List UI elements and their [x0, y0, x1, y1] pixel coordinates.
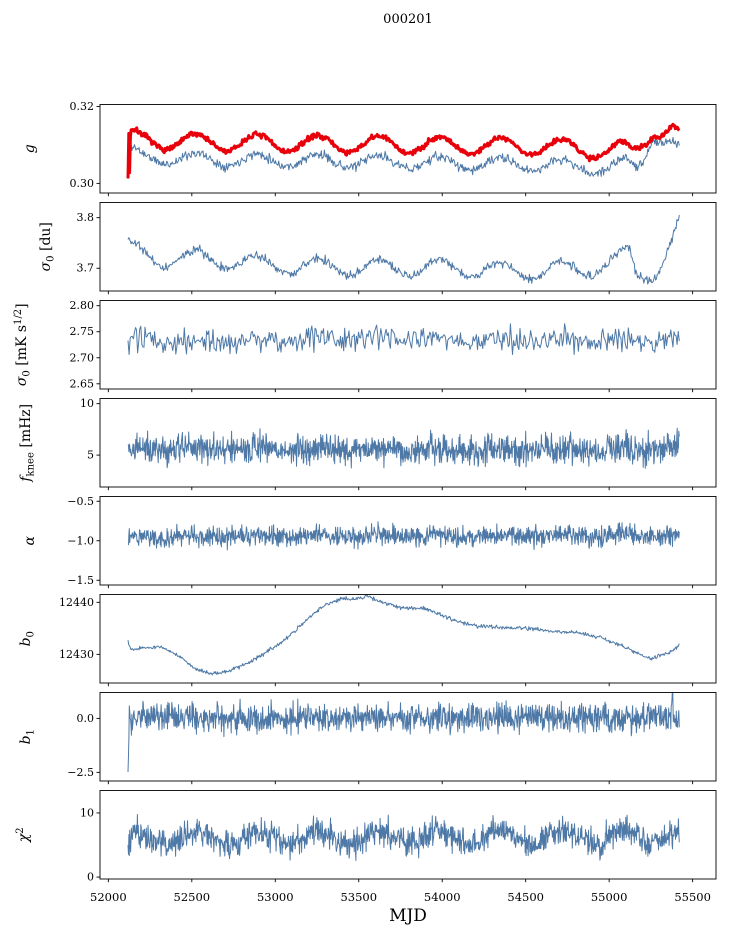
panels-container: 0.32 0.30 g 3.8 3.7 σ0 [du] 2.80 2.75 2.70 2.65 σ0… [0, 100, 729, 908]
y-axis-label-b0: b0 [18, 631, 37, 646]
y-tick-label: 12430 [59, 648, 94, 661]
x-tick-labels: 52000 52500 53000 53500 54000 54500 55000 55500 [90, 890, 711, 904]
panel-g: 0.32 0.30 g [22, 100, 717, 197]
panel-alpha: −0.5 −1.0 −1.5 α [22, 495, 717, 589]
y-axis-label-sigma0-du: σ0 [du] [38, 222, 57, 271]
series-b1 [127, 692, 680, 773]
y-tick-label: −1.0 [67, 534, 94, 547]
x-tick-label: 55000 [591, 890, 628, 904]
y-tick-label: 2.70 [70, 351, 95, 364]
series-gain-smoothed [126, 122, 681, 179]
panel-chi2: 10 0 χ2 [15, 790, 717, 884]
x-tick-label: 53500 [340, 890, 377, 904]
y-axis-label-chi2: χ2 [15, 827, 32, 843]
series-sigma0-du [127, 214, 680, 285]
series-alpha [128, 521, 680, 551]
series-gain-fit [127, 136, 680, 179]
panel-sigma0-mK: 2.80 2.75 2.70 2.65 σ0 [mK s1/2] [13, 299, 717, 393]
y-tick-label: 12440 [59, 596, 94, 609]
figure-title: 000201 [383, 12, 433, 27]
y-tick-label: 2.80 [70, 299, 95, 312]
y-axis-label-fknee: fknee [mHz] [18, 404, 37, 483]
series-sigma0-mK [127, 323, 680, 355]
y-tick-label: 2.75 [70, 325, 95, 338]
y-axis-label-b1: b1 [18, 729, 37, 744]
x-tick-label: 54500 [507, 890, 544, 904]
panel-fknee: 10 5 fknee [mHz] [18, 397, 717, 491]
y-tick-label: 5 [87, 449, 94, 462]
x-tick-label: 52000 [90, 890, 127, 904]
y-tick-label: 2.65 [70, 377, 95, 390]
y-tick-label: 0 [87, 871, 94, 884]
x-axis-label: MJD [389, 906, 427, 926]
axes-box [99, 300, 717, 390]
y-tick-label: −0.5 [67, 495, 94, 508]
y-tick-label: 0.30 [70, 177, 95, 190]
panel-b1: 0.0 −2.5 b1 [18, 692, 717, 785]
series-fknee [127, 427, 680, 469]
y-axis-label-alpha: α [22, 535, 38, 545]
y-axis-label-sigma0-mK: σ0 [mK s1/2] [13, 303, 33, 386]
y-tick-label: −1.5 [67, 574, 94, 587]
axes-box [99, 202, 717, 292]
y-tick-label: 0.0 [77, 712, 95, 725]
y-tick-label: −2.5 [67, 766, 94, 779]
y-tick-label: 3.8 [77, 211, 95, 224]
axes-box [99, 594, 717, 684]
x-tick-label: 52500 [174, 890, 211, 904]
axes-box [99, 104, 717, 194]
panel-sigma0-du: 3.8 3.7 σ0 [du] [38, 202, 717, 295]
axes-box [99, 398, 717, 488]
y-tick-label: 10 [80, 397, 94, 410]
x-tick-label: 54000 [424, 890, 461, 904]
axes-box [99, 692, 717, 782]
y-axis-label-g: g [22, 144, 38, 153]
y-tick-label: 10 [80, 806, 94, 819]
x-tick-label: 53000 [257, 890, 294, 904]
panel-b0: 12440 12430 b0 [18, 594, 717, 687]
axes-box [99, 790, 717, 880]
series-chi2 [127, 814, 680, 861]
y-tick-label: 3.7 [77, 262, 95, 275]
y-tick-label: 0.32 [70, 100, 95, 113]
series-b0 [127, 594, 680, 676]
x-tick-label: 55500 [674, 890, 711, 904]
